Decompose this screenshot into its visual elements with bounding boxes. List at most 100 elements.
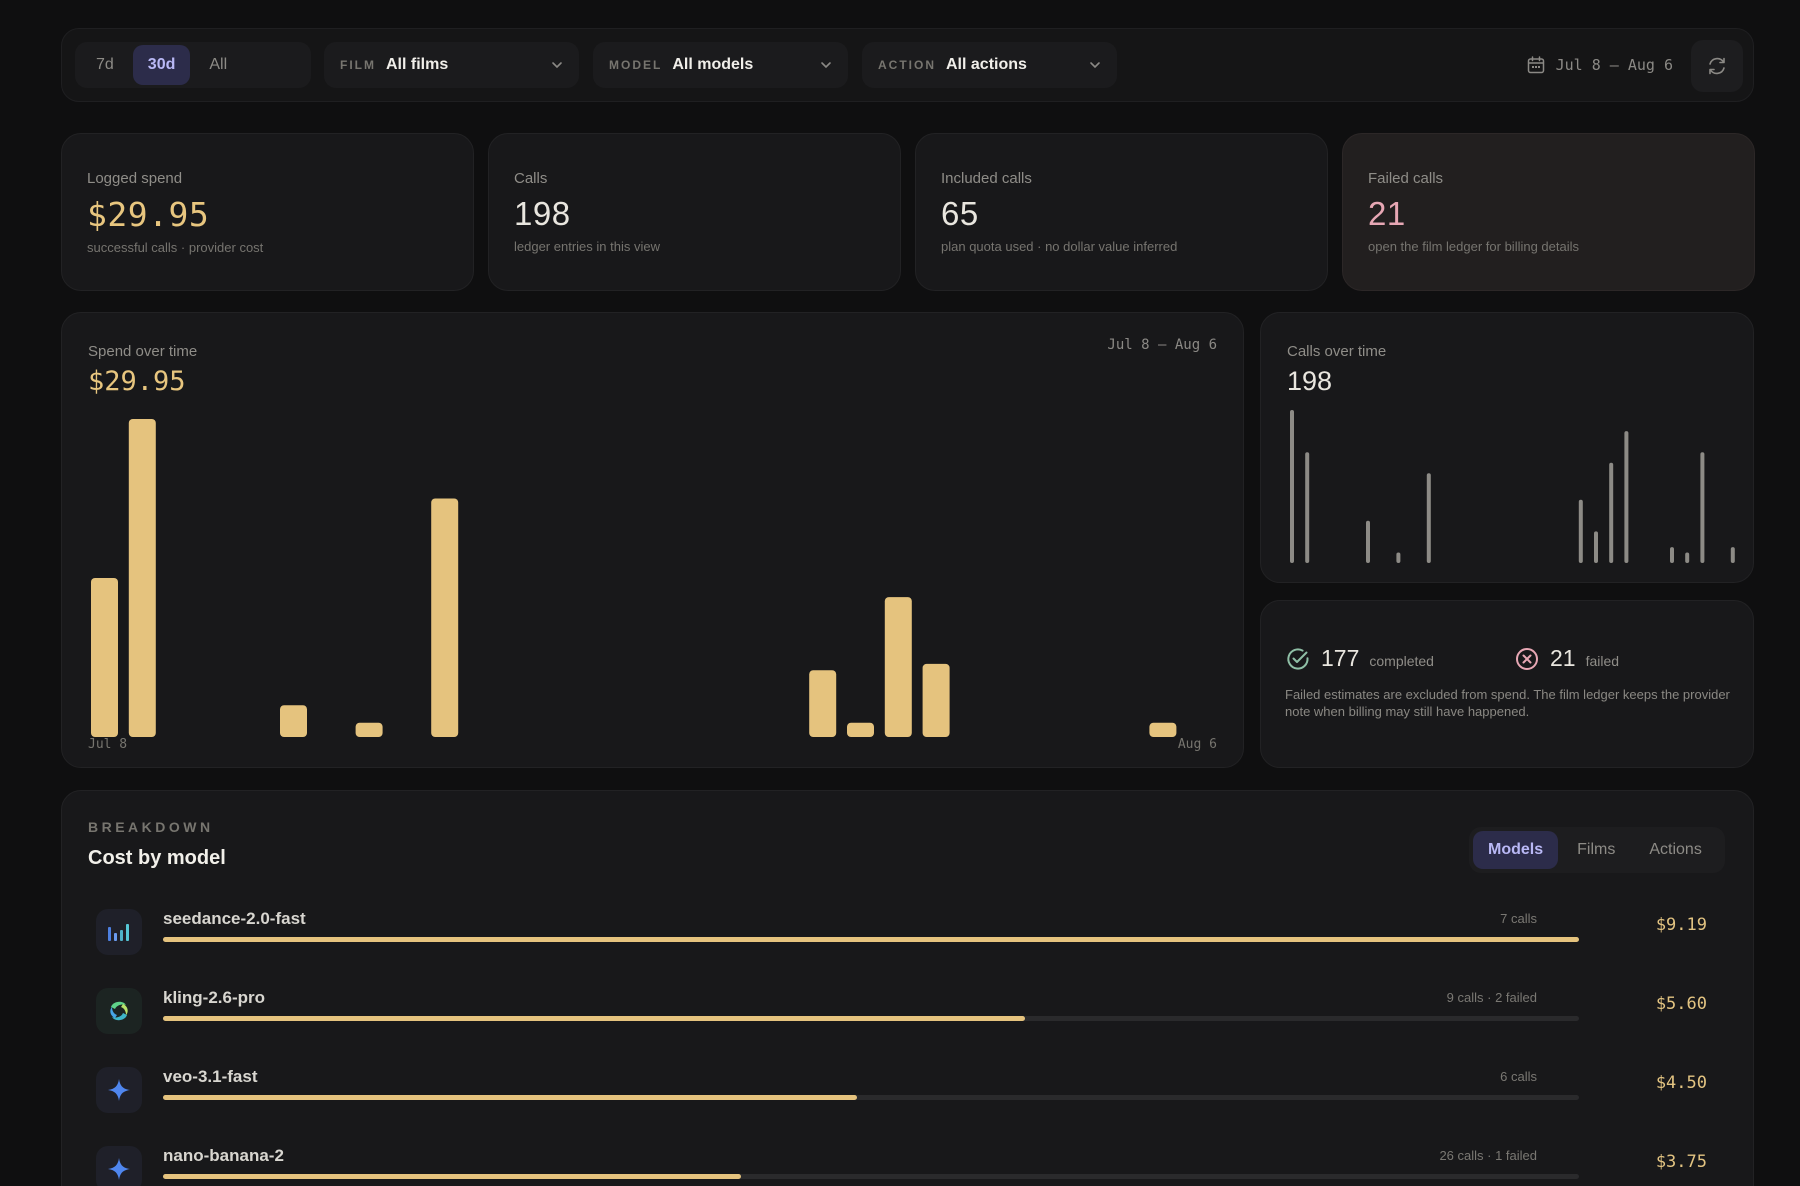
cost-share-track: [163, 937, 1579, 942]
tab-films[interactable]: Films: [1577, 841, 1616, 858]
date-range-text: Jul 8 — Aug 6: [1555, 56, 1673, 74]
calls-chart: [1290, 410, 1735, 563]
model-cost: $4.50: [1655, 1073, 1707, 1093]
chart-bar-aug-6: [1730, 547, 1735, 563]
swirl-logo-icon: [96, 988, 142, 1034]
stat-subtext: successful calls · provider cost: [87, 240, 264, 255]
spend-chart-x-end: Aug 6: [1177, 737, 1217, 752]
model-name: kling-2.6-pro: [163, 988, 266, 1007]
chart-bar-jul-30: [922, 663, 950, 737]
tab-actions[interactable]: Actions: [1649, 841, 1702, 858]
calls-chart-panel: Calls over time 198: [1260, 312, 1754, 583]
failed-summary: 21 failed: [1514, 645, 1619, 672]
cost-share-bar: [163, 937, 1579, 942]
bar-chart-icon: [96, 909, 142, 955]
sparkle-icon: [96, 1146, 142, 1186]
breakdown-panel: BREAKDOWN Cost by model Models Films Act…: [61, 790, 1754, 1186]
spend-chart-panel: Spend over time $29.95 Jul 8 — Aug 6 Jul…: [61, 312, 1244, 768]
completed-count: 177: [1321, 645, 1360, 671]
call-status-panel: 177 completed 21 failed Failed estimates…: [1260, 600, 1754, 768]
calendar-icon: [1527, 56, 1544, 74]
model-row-seedance[interactable]: seedance-2.0-fast 7 calls $9.19: [96, 907, 1727, 967]
failed-label: failed: [1585, 652, 1620, 669]
model-row-kling[interactable]: kling-2.6-pro 9 calls · 2 failed $5.60: [96, 986, 1727, 1046]
stat-subtext: open the film ledger for billing details: [1368, 239, 1580, 254]
cost-share-track: [163, 1016, 1579, 1021]
chevron-down-icon: [1090, 62, 1100, 69]
stat-value: 21: [1368, 195, 1406, 232]
model-call-count: 9 calls · 2 failed: [1446, 990, 1537, 1005]
period-7d-button[interactable]: 7d: [96, 56, 114, 73]
stat-card-failed-calls[interactable]: Failed calls 21 open the film ledger for…: [1342, 133, 1755, 291]
chart-bar-jul-13: [1366, 520, 1370, 563]
chart-bar-jul-28: [1594, 531, 1598, 563]
chevron-down-icon: [552, 62, 562, 69]
model-filter-value: All models: [672, 56, 754, 73]
film-filter-label: FILM: [340, 58, 376, 72]
model-cost: $3.75: [1655, 1152, 1707, 1172]
chart-bar-jul-9: [128, 419, 156, 737]
chart-bar-jul-8: [91, 578, 118, 737]
chart-bar-jul-17: [431, 498, 459, 737]
x-circle-icon: [1515, 647, 1538, 670]
chart-bar-jul-30: [1624, 431, 1629, 563]
period-selector: 7d 30d All: [75, 42, 311, 88]
model-cost: $9.19: [1655, 915, 1707, 935]
period-all-button[interactable]: All: [209, 56, 228, 73]
chart-bar-jul-27: [1578, 499, 1583, 563]
spend-chart-x-start: Jul 8: [88, 737, 128, 752]
chart-bar-jul-8: [1290, 410, 1294, 563]
stat-label: Failed calls: [1368, 170, 1444, 187]
model-cost: $5.60: [1655, 994, 1707, 1014]
action-filter-label: ACTION: [878, 58, 936, 72]
failed-count: 21: [1549, 645, 1576, 671]
cost-share-bar: [163, 1174, 741, 1179]
cost-share-bar: [163, 1016, 1026, 1021]
cost-share-bar: [163, 1095, 857, 1100]
stat-label: Logged spend: [87, 170, 183, 187]
chart-bar-jul-17: [1426, 473, 1431, 563]
chart-bar-aug-4: [1700, 452, 1705, 563]
stat-label: Included calls: [941, 170, 1032, 187]
cost-share-track: [163, 1174, 1579, 1179]
chart-bar-aug-2: [1670, 547, 1674, 563]
model-row-nano-banana[interactable]: nano-banana-2 26 calls · 1 failed $3.75: [96, 1144, 1727, 1186]
model-filter-label: MODEL: [609, 58, 663, 72]
cost-share-track: [163, 1095, 1579, 1100]
spend-chart-range: Jul 8 — Aug 6: [1107, 337, 1217, 353]
completed-label: completed: [1369, 652, 1434, 669]
breakdown-eyebrow: BREAKDOWN: [88, 819, 214, 835]
model-filter-select[interactable]: MODEL All models: [593, 42, 848, 88]
completed-summary: 177 completed: [1285, 645, 1434, 672]
stat-value: $29.95: [87, 195, 210, 234]
model-call-count: 6 calls: [1500, 1069, 1537, 1084]
model-name: seedance-2.0-fast: [163, 909, 306, 928]
chart-bar-jul-27: [809, 670, 837, 737]
stat-value: 198: [514, 195, 571, 232]
film-filter-value: All films: [386, 56, 449, 73]
model-call-count: 26 calls · 1 failed: [1439, 1148, 1537, 1163]
tab-models[interactable]: Models: [1473, 831, 1559, 869]
chart-bar-aug-5: [1149, 722, 1177, 737]
stat-label: Calls: [514, 170, 548, 187]
spend-chart-title: Spend over time: [88, 343, 198, 360]
period-30d-button[interactable]: 30d: [132, 45, 191, 85]
chart-bar-jul-15: [355, 722, 383, 737]
sparkle-icon: [96, 1067, 142, 1113]
stat-card-logged-spend: Logged spend $29.95 successful calls · p…: [61, 133, 474, 291]
chart-bar-jul-29: [884, 597, 912, 737]
model-name: veo-3.1-fast: [163, 1067, 258, 1086]
action-filter-select[interactable]: ACTION All actions: [862, 42, 1117, 88]
filter-bar: 7d 30d All FILM All films MODEL All mode…: [61, 28, 1754, 102]
date-range[interactable]: Jul 8 — Aug 6: [1526, 49, 1673, 81]
chart-bar-jul-15: [1396, 552, 1401, 563]
stat-subtext: ledger entries in this view: [514, 239, 660, 254]
action-filter-value: All actions: [946, 56, 1027, 73]
film-filter-select[interactable]: FILM All films: [324, 42, 579, 88]
spend-chart-total: $29.95: [88, 366, 186, 397]
status-note: Failed estimates are excluded from spend…: [1285, 687, 1730, 719]
model-row-veo[interactable]: veo-3.1-fast 6 calls $4.50: [96, 1065, 1727, 1125]
refresh-icon: [1709, 57, 1725, 75]
model-call-count: 7 calls: [1500, 911, 1537, 926]
refresh-button[interactable]: [1691, 40, 1743, 92]
